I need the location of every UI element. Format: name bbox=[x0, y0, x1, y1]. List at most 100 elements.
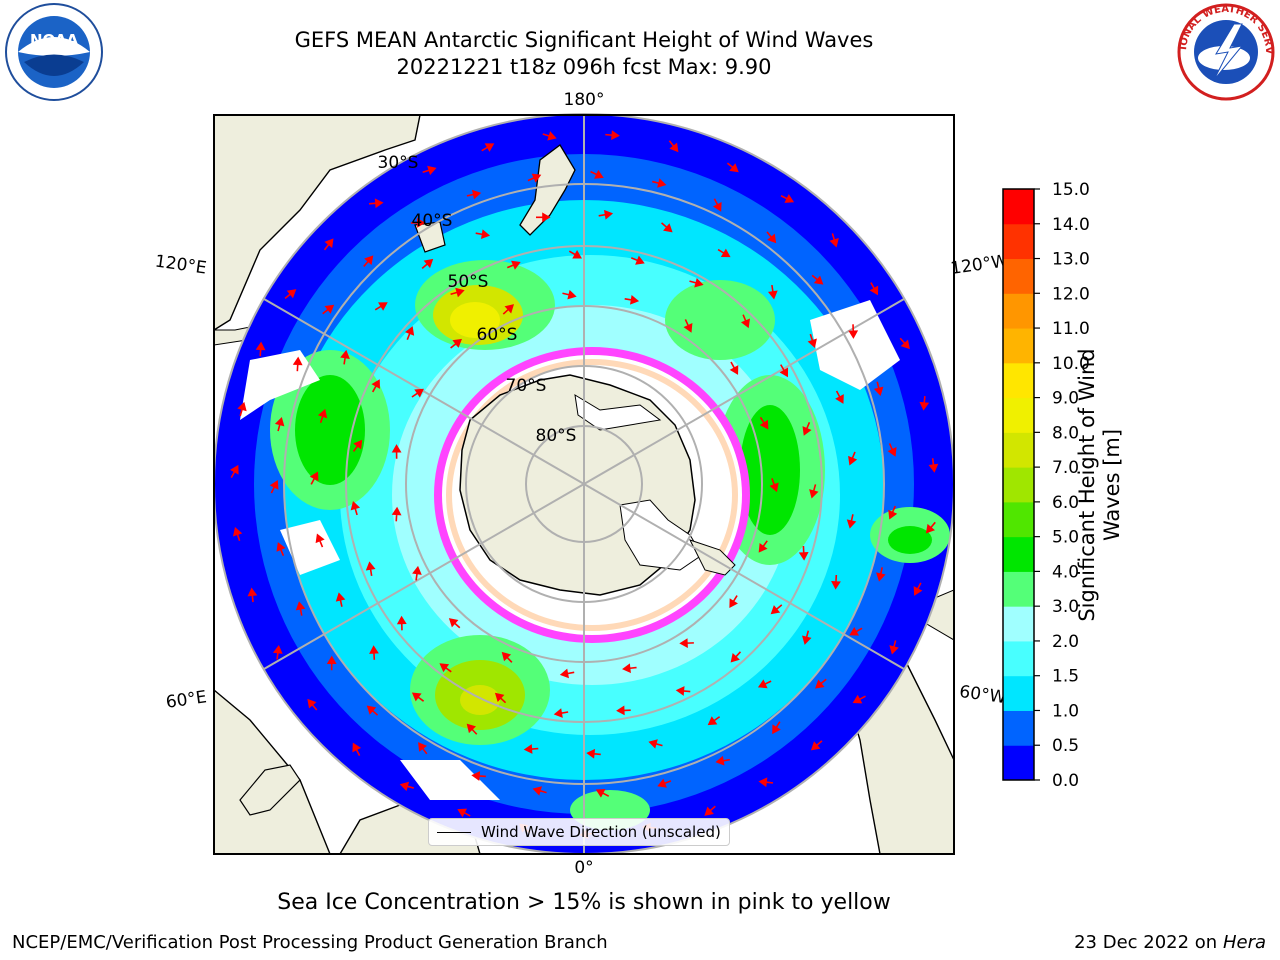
noaa-logo-text: NOAA bbox=[30, 31, 79, 49]
wave-direction-arrow bbox=[729, 361, 739, 375]
wave-direction-arrow bbox=[925, 521, 936, 534]
wave-direction-arrow bbox=[772, 721, 781, 735]
wave-direction-arrow bbox=[368, 198, 384, 209]
wave-direction-arrow bbox=[494, 692, 507, 704]
wave-direction-arrow bbox=[586, 748, 601, 759]
wave-direction-arrow bbox=[405, 326, 415, 340]
wave-direction-arrow bbox=[326, 655, 337, 671]
colorbar-label-line1: Significant Height of Wind bbox=[1075, 348, 1099, 622]
wave-direction-arrow bbox=[928, 458, 939, 473]
wave-direction-arrow bbox=[590, 169, 604, 179]
wave-direction-arrow bbox=[689, 278, 704, 288]
wave-direction-arrow bbox=[457, 808, 471, 818]
wave-direction-arrow bbox=[237, 401, 247, 417]
colorbar-tick-label: 12.0 bbox=[1052, 284, 1090, 304]
wave-direction-arrow bbox=[374, 302, 388, 311]
colorbar-bin bbox=[1003, 571, 1034, 607]
wave-direction-arrow bbox=[411, 692, 425, 702]
wave-direction-arrow bbox=[350, 500, 361, 516]
nws-logo: NATIONAL WEATHER SERVICE bbox=[1176, 2, 1275, 101]
wave-direction-arrow bbox=[758, 777, 774, 788]
wave-direction-arrow bbox=[679, 638, 694, 648]
wave-direction-arrow bbox=[616, 705, 631, 716]
wave-direction-arrow bbox=[421, 258, 434, 270]
wave-direction-arrow bbox=[317, 408, 328, 423]
colorbar-bin bbox=[1003, 675, 1034, 711]
wave-direction-arrow bbox=[363, 255, 374, 267]
colorbar-tick-label: 2.0 bbox=[1052, 632, 1079, 652]
wave-direction-arrow bbox=[848, 324, 859, 339]
wave-direction-arrow bbox=[366, 705, 379, 716]
wave-direction-arrow bbox=[769, 478, 779, 493]
colorbar-label-line2: Waves [m] bbox=[1100, 428, 1124, 542]
wave-direction-arrow bbox=[450, 338, 463, 349]
colorbar-bin bbox=[1003, 710, 1034, 746]
wave-direction-arrow bbox=[726, 162, 739, 173]
wave-direction-arrow bbox=[340, 349, 350, 365]
wave-direction-arrow bbox=[501, 651, 513, 663]
lon-label-180: 180° bbox=[564, 90, 605, 110]
lat-label-70s: 70°S bbox=[506, 376, 547, 396]
wave-direction-arrow bbox=[322, 304, 335, 315]
wave-direction-arrow bbox=[323, 238, 334, 251]
colorbar-tick-label: 3.0 bbox=[1052, 597, 1079, 617]
wave-direction-arrow bbox=[802, 630, 812, 645]
colorbar-tick-label: 11.0 bbox=[1052, 319, 1090, 339]
wave-direction-arrow bbox=[466, 723, 478, 735]
colorbar-bin bbox=[1003, 606, 1034, 642]
wave-direction-arrow bbox=[309, 471, 319, 485]
wave-direction-arrow bbox=[475, 229, 491, 240]
wave-direction-arrow bbox=[873, 381, 884, 396]
colorbar-bin bbox=[1003, 467, 1034, 503]
colorbar-bin bbox=[1003, 189, 1034, 225]
wave-direction-arrow bbox=[448, 618, 461, 629]
colorbar-tick-label: 9.0 bbox=[1052, 389, 1079, 409]
colorbar-tick-label: 15.0 bbox=[1052, 180, 1090, 200]
colorbar-bin bbox=[1003, 328, 1034, 364]
sea-ice-note: Sea Ice Concentration > 15% is shown in … bbox=[277, 890, 891, 915]
wave-direction-arrow bbox=[605, 130, 620, 140]
wave-direction-arrow bbox=[661, 222, 673, 233]
wave-direction-arrow bbox=[876, 567, 886, 582]
wave-direction-arrow bbox=[887, 443, 897, 457]
chart-subtitle: 20221221 t18z 096h fcst Max: 9.90 bbox=[396, 55, 772, 79]
wave-direction-arrow bbox=[715, 755, 730, 766]
lat-label-40s: 40°S bbox=[412, 211, 453, 231]
wave-direction-arrow bbox=[276, 542, 286, 556]
wave-direction-arrow bbox=[272, 644, 283, 660]
colorbar-bin bbox=[1003, 745, 1034, 781]
colorbar-bin bbox=[1003, 640, 1034, 677]
wave-direction-arrow bbox=[292, 356, 303, 372]
wave-direction-arrow bbox=[770, 604, 783, 615]
wave-direction-arrow bbox=[598, 209, 614, 220]
australia-land bbox=[214, 115, 421, 331]
wave-direction-arrow bbox=[595, 788, 610, 798]
wave-direction-arrow bbox=[365, 561, 376, 576]
colorbar-tick-label: 7.0 bbox=[1052, 458, 1079, 478]
wave-direction-arrow bbox=[759, 416, 769, 430]
wave-direction-arrow bbox=[418, 742, 428, 755]
wave-direction-arrow bbox=[542, 131, 557, 141]
wave-direction-arrow bbox=[335, 592, 346, 607]
madagascar-land bbox=[239, 764, 301, 816]
wave-direction-arrow bbox=[371, 379, 380, 393]
wave-direction-arrow bbox=[831, 574, 841, 590]
wave-direction-arrow bbox=[410, 218, 426, 228]
wave-direction-arrow bbox=[717, 248, 731, 258]
wave-direction-arrow bbox=[852, 694, 866, 704]
colorbar-bin bbox=[1003, 258, 1034, 294]
colorbar-bin bbox=[1003, 362, 1034, 399]
wave-direction-arrow bbox=[707, 716, 721, 726]
wave-direction-arrow bbox=[849, 627, 863, 636]
machine-name: Hera bbox=[1222, 932, 1266, 953]
wave-direction-arrow bbox=[829, 233, 839, 248]
lat-label-50s: 50°S bbox=[448, 272, 489, 292]
wave-direction-arrow bbox=[807, 333, 817, 348]
wave-direction-arrow bbox=[553, 708, 569, 718]
wave-direction-arrow bbox=[284, 289, 297, 300]
wave-direction-arrow bbox=[802, 422, 812, 436]
lat-label-30s: 30°S bbox=[378, 153, 419, 173]
colorbar-tick-label: 13.0 bbox=[1052, 250, 1090, 270]
